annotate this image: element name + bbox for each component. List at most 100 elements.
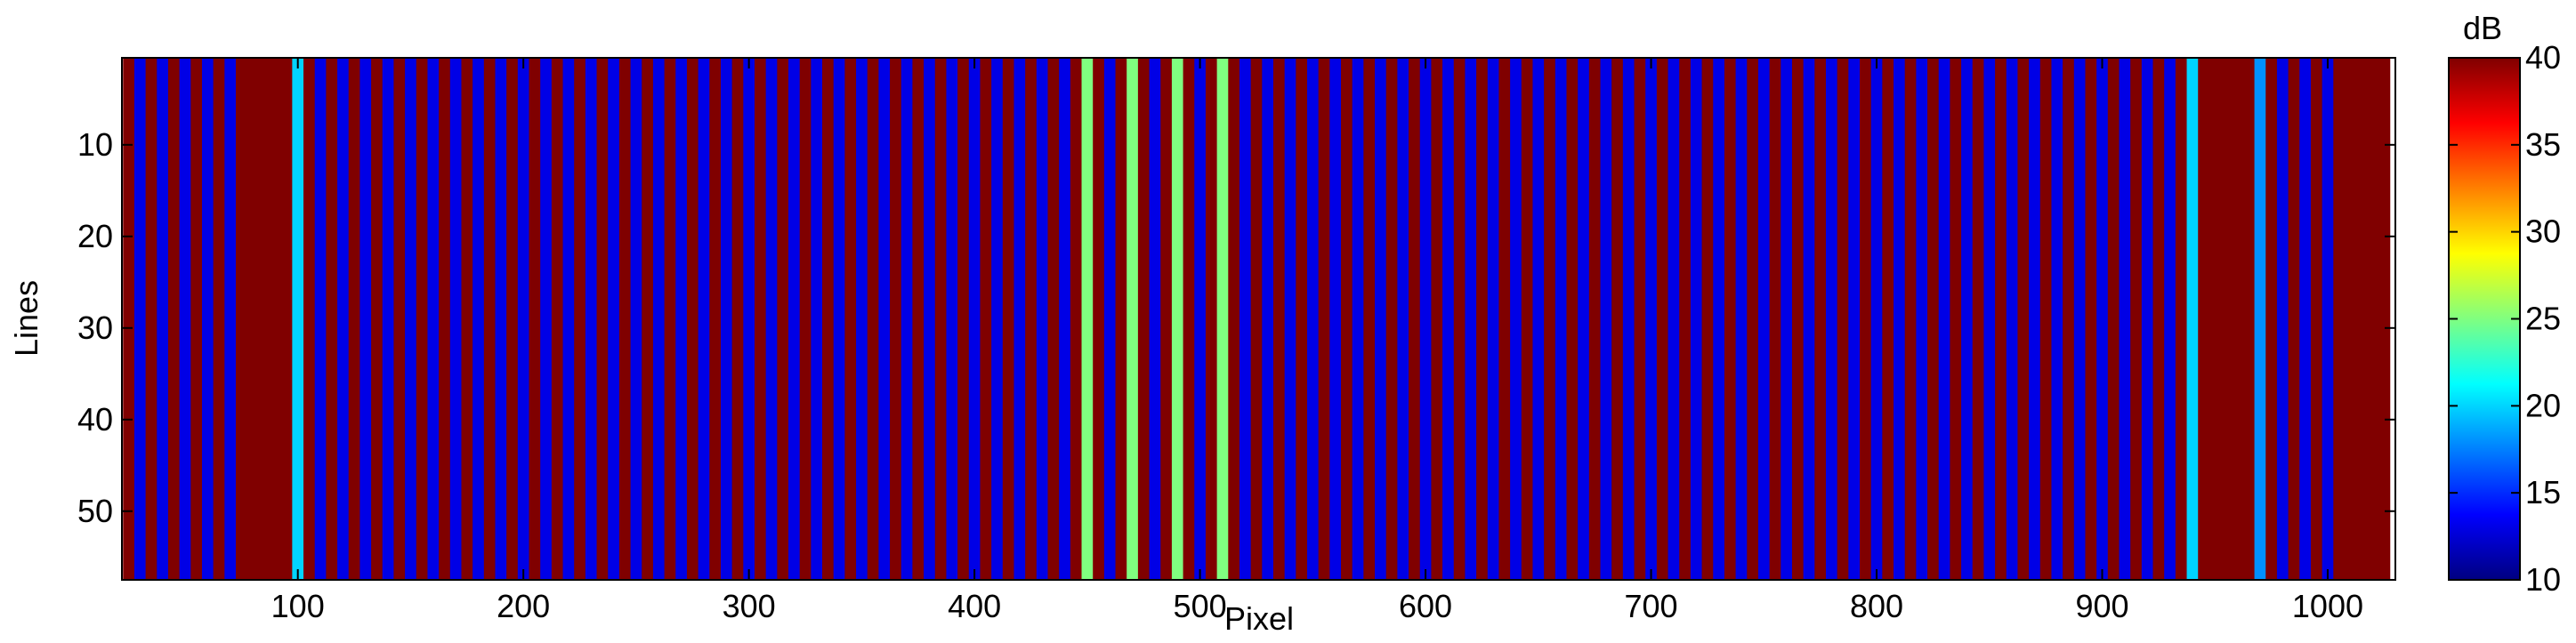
heatmap-column	[2029, 58, 2041, 580]
colorbar-tick-label: 20	[2525, 387, 2561, 423]
heatmap-column	[1544, 58, 1556, 580]
x-tick-label: 1000	[2292, 588, 2363, 624]
heatmap-column	[1724, 58, 1737, 580]
heatmap-column	[1791, 58, 1805, 580]
x-tick-label: 500	[1174, 588, 1227, 624]
heatmap-column	[1825, 58, 1838, 580]
heatmap-column	[1296, 58, 1308, 580]
heatmap-column	[924, 58, 936, 580]
heatmap-column	[2175, 58, 2188, 580]
heatmap-column	[416, 58, 429, 580]
heatmap-column	[2322, 58, 2334, 580]
heatmap-column	[1690, 58, 1703, 580]
heatmap-column	[382, 58, 395, 580]
heatmap-column	[1093, 58, 1105, 580]
heatmap-column	[2344, 58, 2357, 580]
heatmap-column	[968, 58, 981, 580]
heatmap-column	[1284, 58, 1296, 580]
heatmap-column	[1476, 58, 1489, 580]
heatmap-column	[1013, 58, 1026, 580]
heatmap-column	[1668, 58, 1680, 580]
heatmap-column	[1961, 58, 1974, 580]
heatmap-column	[405, 58, 417, 580]
heatmap-column	[596, 58, 609, 580]
heatmap-column	[878, 58, 891, 580]
heatmap-column	[2276, 58, 2289, 580]
heatmap-column	[856, 58, 868, 580]
heatmap-column	[2152, 58, 2165, 580]
heatmap-column	[1566, 58, 1579, 580]
heatmap-column	[1272, 58, 1286, 580]
heatmap-column	[1318, 58, 1330, 580]
heatmap-column	[224, 58, 237, 580]
heatmap-column	[1656, 58, 1669, 580]
heatmap-column	[1554, 58, 1568, 580]
heatmap-column	[2096, 58, 2109, 580]
heatmap-column	[1904, 58, 1917, 580]
heatmap-column	[1115, 58, 1127, 580]
y-tick-label: 40	[77, 401, 113, 438]
heatmap-column	[1228, 58, 1240, 580]
heatmap-column	[1431, 58, 1443, 580]
heatmap-column	[190, 58, 203, 580]
heatmap-column	[2378, 58, 2391, 580]
heatmap-column	[720, 58, 733, 580]
heatmap-column	[675, 58, 688, 580]
heatmap-column	[1397, 58, 1409, 580]
heatmap-column	[359, 58, 372, 580]
heatmap-column	[980, 58, 992, 580]
heatmap-column	[799, 58, 812, 580]
heatmap-column	[1306, 58, 1320, 580]
heatmap-column	[1510, 58, 1522, 580]
heatmap-column	[1757, 58, 1771, 580]
heatmap-column	[258, 58, 271, 580]
heatmap-column	[517, 58, 530, 580]
heatmap-column	[246, 58, 259, 580]
heatmap-column	[2073, 58, 2087, 580]
heatmap-column	[371, 58, 384, 580]
heatmap-column	[991, 58, 1004, 580]
heatmap-column	[2141, 58, 2154, 580]
heatmap-column	[1634, 58, 1646, 580]
heatmap-column	[2186, 58, 2199, 580]
heatmap-column	[833, 58, 845, 580]
heatmap-column	[280, 58, 293, 580]
heatmap-column	[1363, 58, 1376, 580]
heatmap-column	[2164, 58, 2176, 580]
heatmap-column	[1341, 58, 1353, 580]
heatmap-column	[1916, 58, 1928, 580]
heatmap-column	[642, 58, 654, 580]
heatmap-column	[1747, 58, 1759, 580]
heatmap-column	[1070, 58, 1083, 580]
heatmap-column	[1419, 58, 1433, 580]
heatmap-column	[585, 58, 598, 580]
heatmap-column	[731, 58, 744, 580]
heatmap-column	[1713, 58, 1725, 580]
y-tick-label: 50	[77, 493, 113, 529]
heatmap-column	[2085, 58, 2097, 580]
x-axis-label: Pixel	[1224, 600, 1294, 637]
heatmap-column	[1837, 58, 1849, 580]
heatmap-column	[2355, 58, 2368, 580]
heatmap-column	[1025, 58, 1038, 580]
heatmap-column	[2367, 58, 2379, 580]
heatmap-column	[393, 58, 406, 580]
heatmap-column	[1002, 58, 1015, 580]
plot-frame	[121, 57, 2396, 581]
heatmap-column	[686, 58, 699, 580]
heatmap-column	[1803, 58, 1815, 580]
heatmap-column	[1250, 58, 1263, 580]
cells	[123, 58, 2391, 580]
heatmap-column	[439, 58, 451, 580]
x-tick-label: 300	[723, 588, 776, 624]
heatmap-column	[1385, 58, 1398, 580]
heatmap-column	[1183, 58, 1195, 580]
heatmap-column	[1769, 58, 1781, 580]
heatmap-column	[123, 58, 135, 580]
heatmap-column	[574, 58, 586, 580]
heatmap-column	[1578, 58, 1590, 580]
heatmap-column	[427, 58, 440, 580]
heatmap-column	[1149, 58, 1161, 580]
heatmap-column	[1983, 58, 1996, 580]
